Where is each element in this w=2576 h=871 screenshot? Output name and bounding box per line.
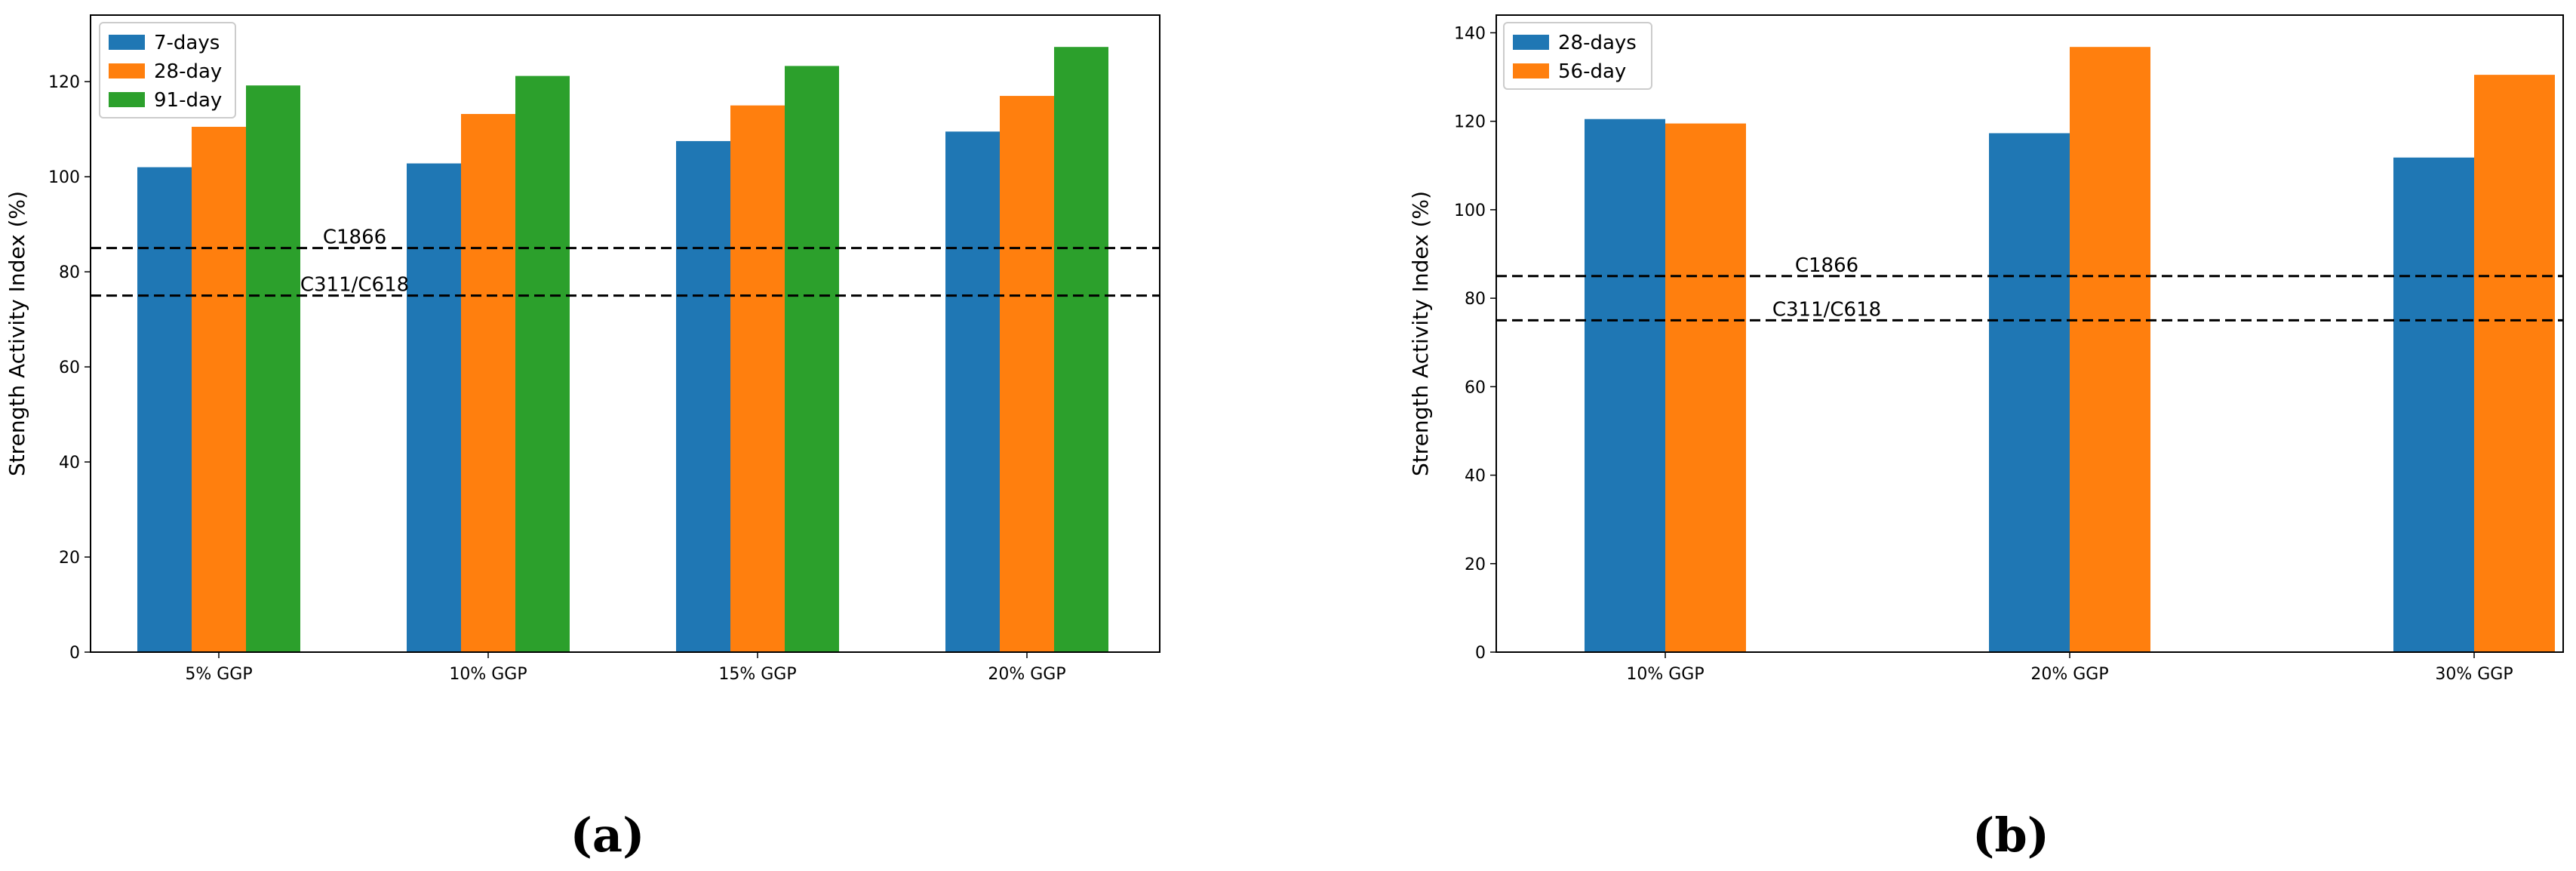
plot-frame [90,14,1160,653]
bar-7-days-15-ggp [676,140,730,652]
reference-line-label: C1866 [1795,254,1858,277]
legend-swatch [1513,63,1549,78]
legend-swatch [1513,35,1549,50]
bar-56-day-20-ggp [2070,47,2150,652]
x-tick-label: 10% GGP [1626,665,1704,684]
bar-7-days-10-ggp [407,163,461,652]
bar-28-day-5-ggp [192,127,246,653]
y-tick-label: 120 [1454,113,1486,132]
legend-label: 28-days [1558,32,1637,54]
y-tick-label: 20 [1465,556,1486,574]
y-tick-label: 60 [59,359,80,377]
x-tick-label: 30% GGP [2435,665,2513,684]
x-tick-label: 20% GGP [988,665,1065,684]
bar-91-day-10-ggp [515,75,570,652]
y-tick-label: 0 [1475,644,1486,663]
plot-frame [1495,14,2564,653]
y-tick-label: 80 [59,263,80,282]
legend-label: 91-day [154,89,222,112]
y-tick-label: 60 [1465,378,1486,397]
panel-b-chart: 10% GGP 20% GGP 30% GGP 0 20 40 60 80 100 120 140 C… [1408,14,2564,863]
y-tick-label: 40 [1465,467,1486,486]
bar-28-days-30-ggp [2393,157,2474,652]
legend-label: 7-days [154,32,220,54]
panel-label: (a) [570,808,645,863]
reference-line-label: C311/C618 [300,274,409,297]
y-tick-label: 20 [59,549,80,568]
y-axis-label: Strength Activity Index (%) [5,191,29,476]
bar-28-day-10-ggp [461,114,515,652]
legend-label: 28-day [154,60,222,83]
bar-56-day-10-ggp [1665,123,1746,652]
bar-7-days-20-ggp [945,131,1000,653]
panel-label: (b) [1972,808,2049,863]
x-tick-label: 10% GGP [449,665,527,684]
legend-swatch [109,92,145,107]
x-tick-label: 15% GGP [718,665,796,684]
y-tick-label: 100 [1454,202,1486,220]
bar-91-day-15-ggp [785,66,839,652]
y-tick-label: 120 [48,73,80,92]
y-tick-label: 80 [1465,290,1486,309]
bar-28-day-20-ggp [1000,96,1054,652]
bar-91-day-20-ggp [1054,47,1108,652]
y-axis-label: Strength Activity Index (%) [1408,191,1433,476]
bar-56-day-30-ggp [2474,75,2555,652]
bar-7-days-5-ggp [137,167,192,652]
bar-91-day-5-ggp [246,85,300,653]
reference-line-label: C311/C618 [1772,298,1881,321]
legend-swatch [109,35,145,50]
reference-line-label: C1866 [323,226,386,249]
x-tick-label: 5% GGP [185,665,252,684]
x-tick-label: 20% GGP [2030,665,2108,684]
y-tick-label: 0 [69,644,80,663]
bar-28-days-20-ggp [1989,133,2070,652]
bar-28-day-15-ggp [730,105,785,653]
y-tick-label: 140 [1454,24,1486,43]
y-tick-label: 100 [48,168,80,187]
legend-label: 56-day [1558,60,1626,83]
y-tick-label: 40 [59,454,80,472]
legend-swatch [109,63,145,78]
panel-a-chart: 5% GGP 10% GGP 15% GGP 20% GGP 0 20 40 60 80 100 1… [5,14,1160,863]
bar-28-days-10-ggp [1585,118,1665,653]
